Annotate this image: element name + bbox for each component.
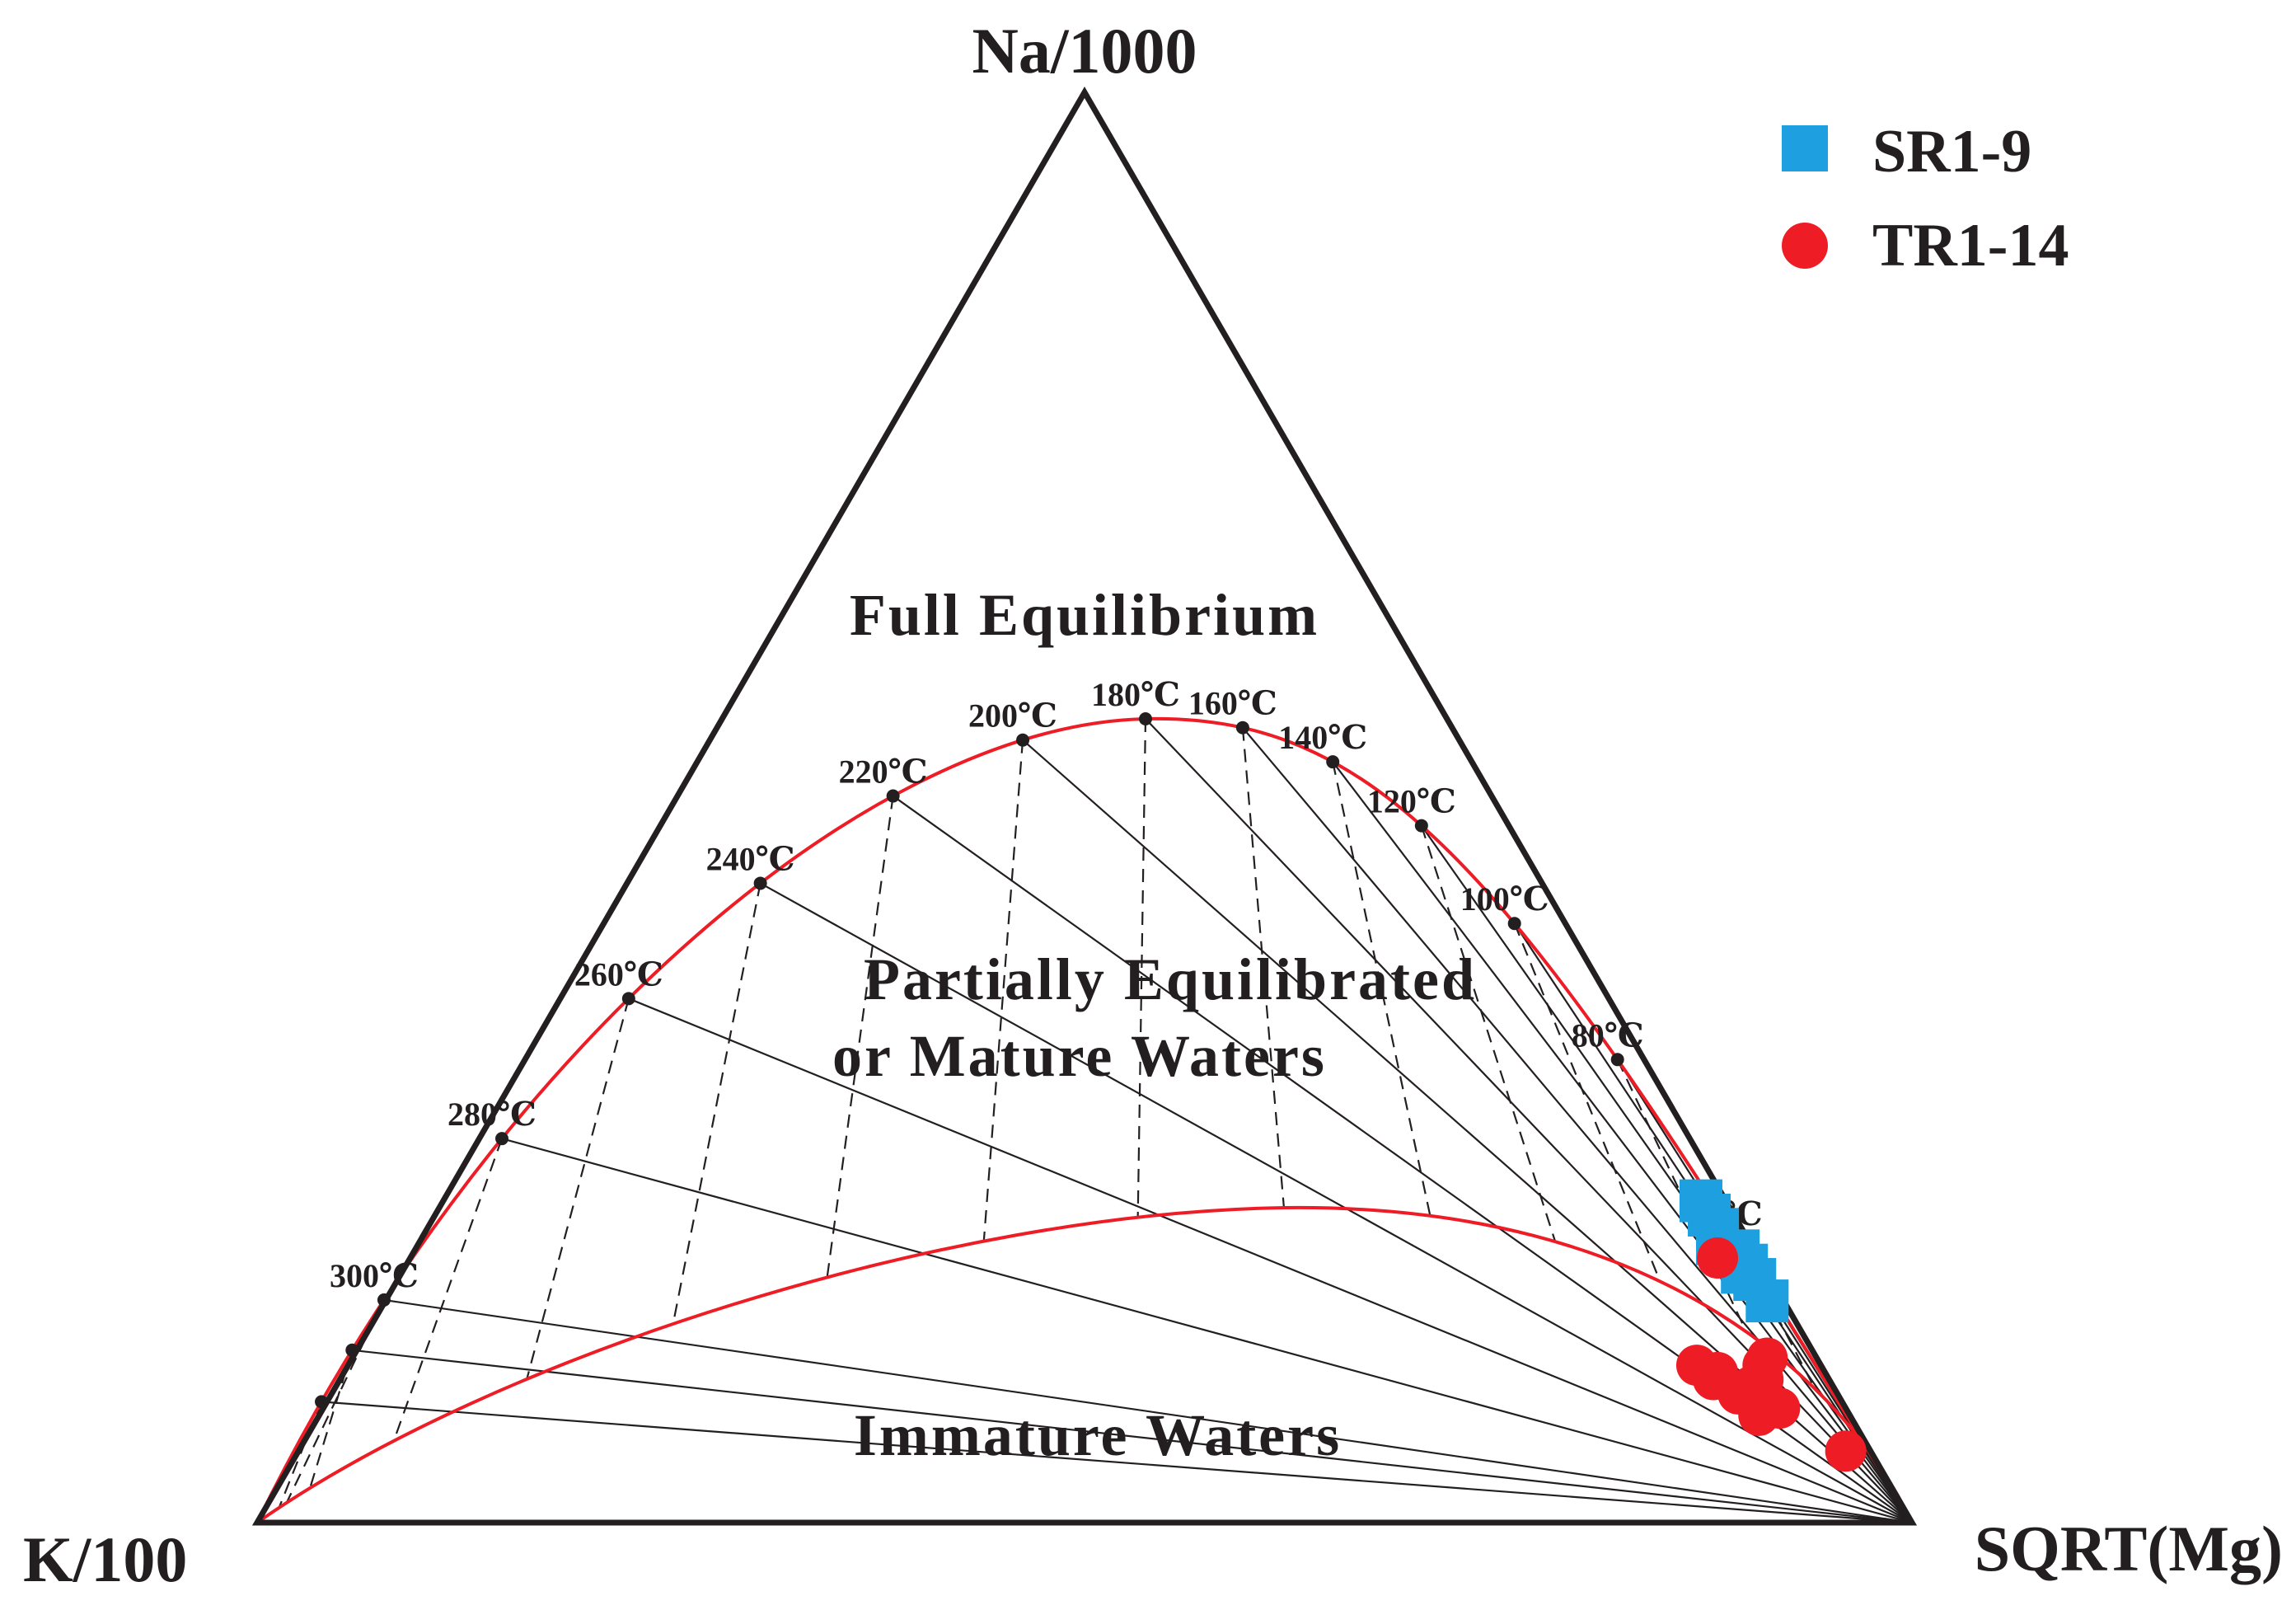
isotherm-line (321, 1401, 1913, 1524)
triangle-frame (251, 87, 1918, 1526)
isotherm-dot (1326, 755, 1340, 769)
isotherm-dot (1507, 917, 1521, 931)
isotherm-grid (278, 718, 1913, 1524)
region-label-immature: Immature Waters (854, 1402, 1342, 1468)
immature-boundary-curve (255, 1205, 1914, 1524)
isotherm-dashed-line (392, 1138, 504, 1442)
isotherm-dot (753, 876, 767, 890)
data-point-circle (1726, 1373, 1768, 1415)
isotherm-dot (1414, 819, 1428, 833)
isotherm-dashed-line (982, 739, 1024, 1242)
isotherm-dashed-line (1136, 718, 1147, 1218)
isotherm-dashed-line (672, 883, 761, 1325)
isotherm-line (1420, 824, 1913, 1523)
isotherm-label: 180℃ (1091, 676, 1180, 713)
data-point-circle (1697, 1351, 1739, 1393)
isotherm-label: 300℃ (330, 1257, 419, 1294)
region-label-full-equilibrium: Full Equilibrium (850, 582, 1319, 648)
isotherm-dashed-line (1241, 727, 1286, 1209)
isotherm-labels: 300℃ 280℃ 260℃ 240℃ 220℃ 200℃ 180℃ 160℃140℃120℃… (330, 676, 1763, 1294)
data-point-circle (1825, 1430, 1867, 1472)
isotherm-line (760, 882, 1913, 1523)
isotherm-label: 240℃ (706, 840, 795, 877)
isotherm-label: 80℃ (1572, 1016, 1644, 1054)
isotherm-label: 140℃ (1278, 719, 1367, 756)
legend: SR1-9 TR1-14 (1782, 118, 2069, 279)
legend-label-tr1-14: TR1-14 (1872, 212, 2069, 279)
isotherm-line (352, 1349, 1913, 1524)
legend-label-sr1-9: SR1-9 (1872, 118, 2031, 185)
isotherm-label: 200℃ (968, 697, 1057, 735)
isotherm-dot (377, 1293, 391, 1307)
vertex-label-right: SQRT(Mg) (1975, 1513, 2283, 1584)
data-point-circle (1746, 1337, 1788, 1379)
isotherm-dashed-line (1420, 825, 1557, 1242)
isotherm-dashed-line (285, 1299, 385, 1504)
isotherm-dot (1139, 712, 1152, 725)
isotherm-label: 120℃ (1367, 783, 1456, 820)
legend-marker-sr1-9 (1782, 125, 1828, 171)
data-point-circle (1697, 1237, 1739, 1279)
data-point-circle (1759, 1387, 1801, 1429)
isotherm-dashed-line (1513, 922, 1661, 1282)
isotherm-label: 220℃ (839, 753, 928, 791)
data-points (1675, 1179, 1867, 1472)
vertex-label-left: K/100 (23, 1523, 187, 1595)
isotherm-dot (1235, 721, 1249, 735)
isotherm-label: 260℃ (574, 955, 663, 993)
isotherm-line (628, 997, 1913, 1524)
isotherm-label: 160℃ (1188, 685, 1277, 722)
isotherm-dashed-line (1332, 761, 1431, 1217)
isotherm-dot (886, 789, 900, 803)
isotherm-dot (1016, 733, 1030, 747)
isotherm-line (501, 1138, 1913, 1524)
region-label-partial-line1: Partially Equilibrated (864, 946, 1477, 1012)
vertex-label-top: Na/1000 (972, 15, 1197, 87)
isotherm-label: 100℃ (1460, 880, 1549, 918)
isotherm-dot (315, 1395, 329, 1409)
isotherm-dot (345, 1343, 359, 1357)
isotherm-line (1332, 761, 1913, 1523)
isotherm-dot (621, 992, 635, 1006)
isotherm-dashed-line (526, 998, 630, 1380)
isotherm-label: 280℃ (447, 1096, 537, 1133)
legend-marker-tr1-14 (1782, 223, 1828, 269)
isotherm-dashed-line (826, 796, 894, 1278)
region-label-partial-line2: or Mature Waters (832, 1023, 1327, 1089)
isotherm-dot (1610, 1053, 1624, 1067)
isotherm-line (1242, 727, 1913, 1523)
isotherm-dashed-line (278, 1401, 323, 1509)
isotherm-dot (495, 1132, 509, 1146)
